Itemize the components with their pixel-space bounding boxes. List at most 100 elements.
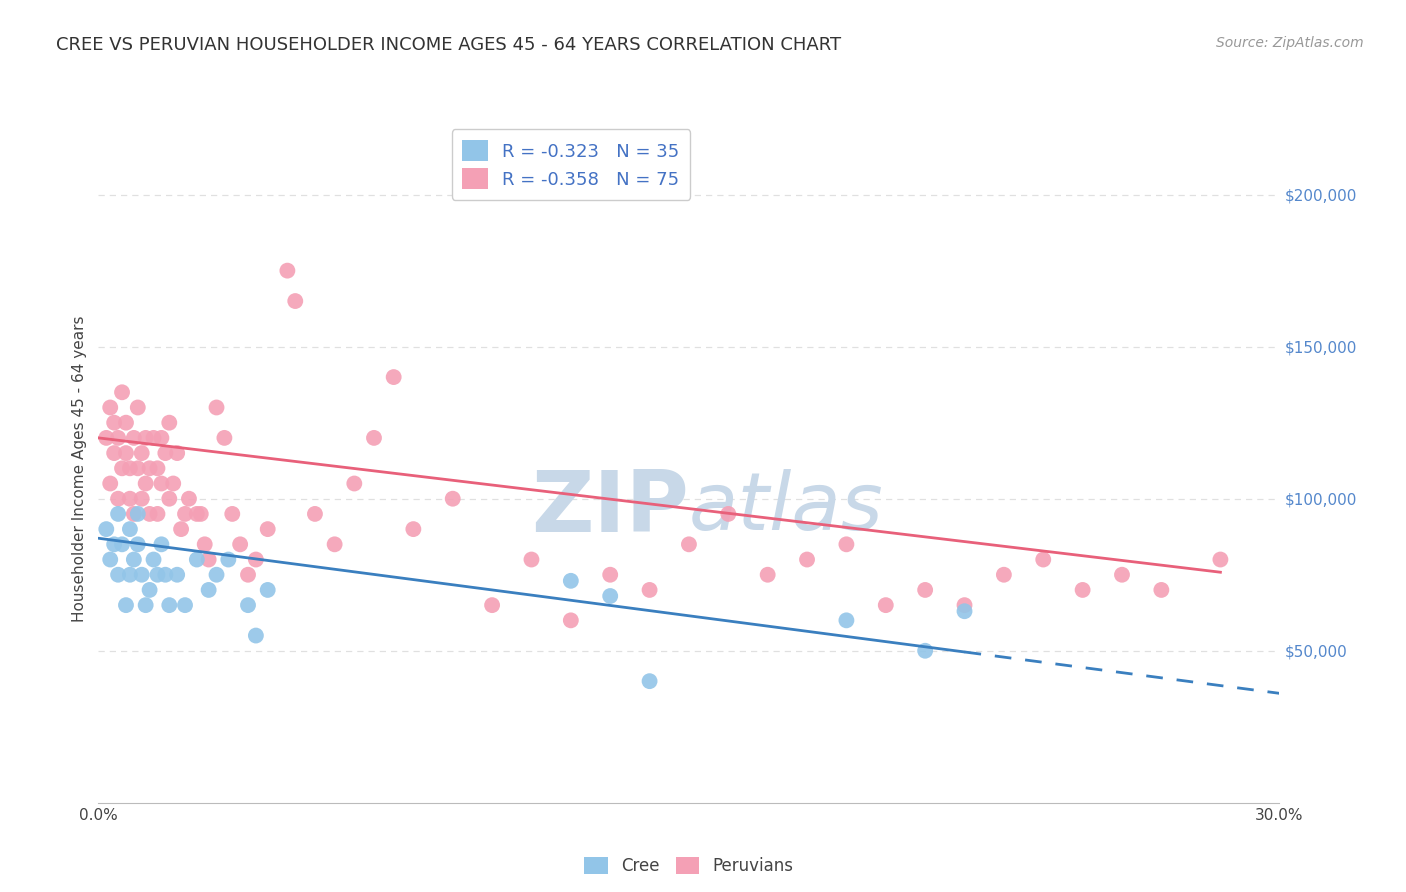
Text: ZIP: ZIP	[531, 467, 689, 550]
Point	[276, 263, 298, 277]
Point	[343, 476, 366, 491]
Point	[131, 446, 153, 460]
Point	[256, 522, 278, 536]
Point	[135, 431, 157, 445]
Point	[174, 598, 197, 612]
Point	[150, 431, 173, 445]
Point	[131, 491, 153, 506]
Point	[284, 294, 307, 309]
Point	[363, 431, 385, 445]
Point	[131, 567, 153, 582]
Point	[835, 537, 858, 551]
Point	[174, 507, 197, 521]
Point	[205, 401, 228, 415]
Point	[1209, 552, 1232, 566]
Point	[127, 401, 149, 415]
Point	[678, 537, 700, 551]
Point	[118, 522, 141, 536]
Point	[115, 598, 138, 612]
Point	[382, 370, 405, 384]
Point	[96, 522, 118, 536]
Text: Source: ZipAtlas.com: Source: ZipAtlas.com	[1216, 36, 1364, 50]
Point	[122, 552, 145, 566]
Point	[166, 446, 188, 460]
Point	[115, 416, 138, 430]
Point	[162, 476, 184, 491]
Point	[214, 431, 236, 445]
Point	[245, 552, 267, 566]
Point	[127, 461, 149, 475]
Point	[1111, 567, 1133, 582]
Point	[304, 507, 326, 521]
Point	[197, 582, 219, 597]
Point	[146, 461, 169, 475]
Point	[157, 598, 180, 612]
Point	[221, 507, 243, 521]
Point	[103, 416, 125, 430]
Point	[118, 491, 141, 506]
Text: atlas: atlas	[689, 469, 884, 548]
Point	[157, 491, 180, 506]
Point	[441, 491, 464, 506]
Point	[115, 446, 138, 460]
Point	[138, 582, 160, 597]
Point	[98, 401, 121, 415]
Point	[953, 604, 976, 618]
Point	[205, 567, 228, 582]
Point	[236, 567, 259, 582]
Point	[1032, 552, 1054, 566]
Point	[103, 537, 125, 551]
Point	[157, 416, 180, 430]
Point	[107, 567, 129, 582]
Point	[170, 522, 193, 536]
Point	[122, 507, 145, 521]
Point	[953, 598, 976, 612]
Point	[599, 589, 621, 603]
Point	[638, 674, 661, 689]
Point	[638, 582, 661, 597]
Point	[256, 582, 278, 597]
Point	[560, 613, 582, 627]
Point	[194, 537, 217, 551]
Point	[560, 574, 582, 588]
Point	[127, 507, 149, 521]
Point	[150, 537, 173, 551]
Point	[177, 491, 200, 506]
Point	[135, 476, 157, 491]
Point	[107, 431, 129, 445]
Point	[111, 461, 134, 475]
Point	[245, 628, 267, 642]
Point	[186, 507, 208, 521]
Point	[118, 461, 141, 475]
Point	[717, 507, 740, 521]
Point	[127, 537, 149, 551]
Point	[138, 507, 160, 521]
Point	[520, 552, 543, 566]
Point	[98, 552, 121, 566]
Point	[914, 582, 936, 597]
Point	[1150, 582, 1173, 597]
Point	[142, 552, 165, 566]
Point	[1071, 582, 1094, 597]
Y-axis label: Householder Income Ages 45 - 64 years: Householder Income Ages 45 - 64 years	[72, 315, 87, 622]
Point	[111, 385, 134, 400]
Point	[197, 552, 219, 566]
Point	[993, 567, 1015, 582]
Point	[138, 461, 160, 475]
Point	[155, 567, 177, 582]
Point	[166, 567, 188, 582]
Point	[835, 613, 858, 627]
Point	[96, 431, 118, 445]
Point	[146, 507, 169, 521]
Point	[155, 446, 177, 460]
Point	[107, 507, 129, 521]
Point	[103, 446, 125, 460]
Point	[135, 598, 157, 612]
Point	[756, 567, 779, 582]
Legend: Cree, Peruvians: Cree, Peruvians	[578, 850, 800, 881]
Point	[98, 476, 121, 491]
Point	[122, 431, 145, 445]
Point	[107, 491, 129, 506]
Point	[190, 507, 212, 521]
Point	[402, 522, 425, 536]
